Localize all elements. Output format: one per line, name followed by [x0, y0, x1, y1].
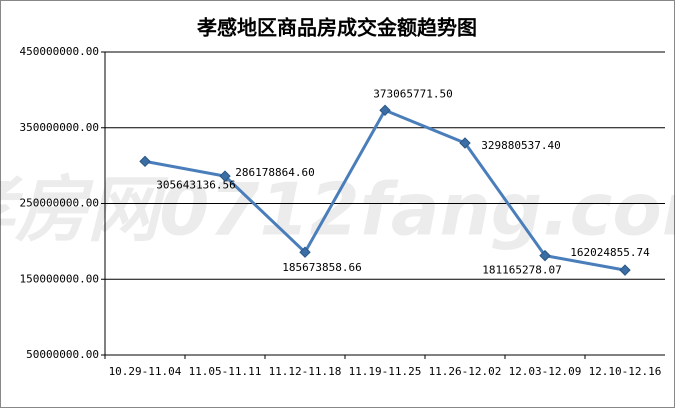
x-tick-label: 11.05-11.11: [189, 365, 262, 378]
x-tick-label: 12.10-12.16: [589, 365, 662, 378]
data-label: 181165278.07: [482, 264, 561, 277]
y-tick-label: 350000000.00: [20, 121, 99, 134]
x-tick-label: 11.12-11.18: [269, 365, 342, 378]
y-tick-label: 450000000.00: [20, 45, 99, 58]
data-label: 329880537.40: [481, 139, 560, 152]
chart-title: 孝感地区商品房成交金额趋势图: [196, 16, 477, 40]
data-label: 162024855.74: [570, 246, 650, 259]
point-marker: [619, 264, 631, 276]
data-label: 286178864.60: [235, 166, 314, 179]
point-marker: [539, 249, 551, 262]
point-marker: [459, 137, 471, 149]
y-tick-label: 50000000.00: [26, 348, 99, 361]
x-tick-label: 10.29-11.04: [109, 365, 182, 378]
y-tick-label: 150000000.00: [20, 272, 99, 285]
watermark: 孝房网0712fang.com: [0, 168, 675, 252]
x-tick-label: 12.03-12.09: [509, 365, 582, 378]
point-marker: [219, 170, 231, 182]
data-label: 185673858.66: [282, 261, 361, 274]
y-tick-label: 250000000.00: [20, 197, 99, 210]
data-label: 373065771.50: [373, 87, 452, 100]
point-marker: [299, 246, 311, 258]
point-marker: [139, 155, 151, 168]
data-label: 305643136.56: [156, 178, 235, 191]
point-marker: [379, 104, 391, 116]
x-tick-label: 11.26-12.02: [429, 365, 502, 378]
x-tick-label: 11.19-11.25: [349, 365, 422, 378]
